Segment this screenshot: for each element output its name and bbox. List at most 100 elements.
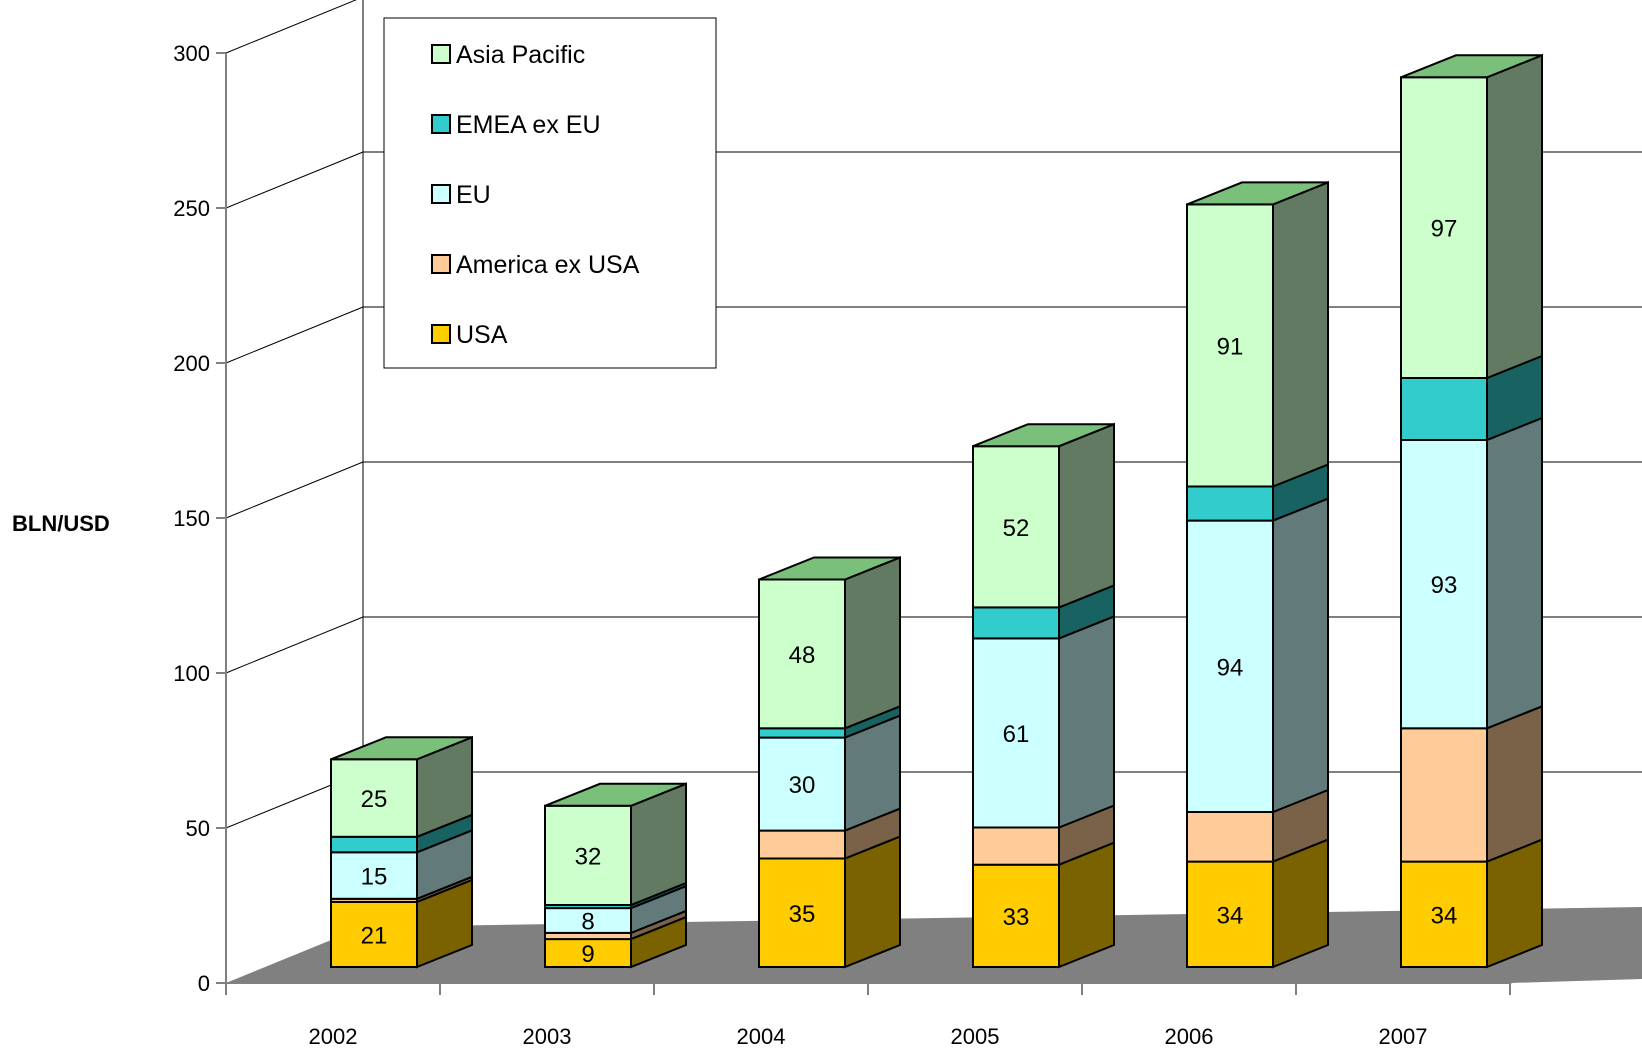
bar-segment-2004-asia-pacific [758, 556, 901, 730]
y-tick-label: 100 [173, 661, 210, 686]
bar-front [1400, 439, 1488, 730]
legend-label: Asia Pacific [456, 41, 585, 69]
data-label: 32 [575, 843, 602, 870]
data-label: 48 [789, 642, 816, 669]
bars [330, 53, 1543, 969]
data-label: 61 [1003, 721, 1030, 748]
y-tick-label: 150 [173, 506, 210, 531]
x-tick-label: 2004 [737, 1024, 786, 1049]
data-label: 97 [1431, 216, 1458, 243]
data-label: 91 [1217, 333, 1244, 360]
x-tick-label: 2006 [1165, 1024, 1214, 1049]
gridline-side [225, 616, 364, 674]
bar-front [330, 900, 418, 969]
bar-front [972, 826, 1060, 866]
data-label: 25 [361, 786, 388, 813]
bar-segment-2003-usa [544, 915, 687, 969]
bar-side [1272, 497, 1329, 814]
bar-segment-2006-america-ex-usa [1186, 788, 1329, 864]
bar-front [330, 835, 418, 854]
bar-segment-2003-asia-pacific [544, 782, 687, 907]
bar-front [1400, 727, 1488, 863]
bar-front [758, 829, 846, 860]
bar-side [1058, 422, 1115, 609]
data-label: 9 [581, 941, 594, 968]
gridline-side [225, 306, 364, 364]
bar-top [330, 736, 473, 761]
y-tick-label: 300 [173, 41, 210, 66]
data-label: 21 [361, 922, 388, 949]
y-tick-label: 200 [173, 351, 210, 376]
x-tick-label: 2005 [951, 1024, 1000, 1049]
bar-side [1486, 53, 1543, 380]
data-label: 30 [789, 772, 816, 799]
bar-side [1272, 180, 1329, 488]
legend-swatch [431, 184, 451, 204]
bar-segment-2004-usa [758, 835, 901, 969]
legend-swatch [431, 254, 451, 274]
bar-segment-2004-eu [758, 714, 901, 833]
data-label: 52 [1003, 515, 1030, 542]
bar-front [972, 445, 1060, 609]
bar-segment-2007-eu [1400, 416, 1543, 730]
bar-top [758, 556, 901, 581]
bar-side [1058, 614, 1115, 829]
bar-front [1186, 860, 1274, 968]
bar-segment-2005-eu [972, 614, 1115, 829]
bar-front [972, 606, 1060, 640]
data-label: 94 [1217, 654, 1244, 681]
bar-side [1486, 704, 1543, 864]
data-label: 34 [1431, 902, 1458, 929]
bar-top [544, 782, 687, 807]
bar-front [972, 863, 1060, 969]
legend-label: EU [456, 181, 491, 209]
bar-front [1186, 485, 1274, 522]
x-tick-label: 2002 [309, 1024, 358, 1049]
bar-segment-2006-asia-pacific [1186, 180, 1329, 488]
data-labels: 21 15 25 9 8 32 35 30 48 33 61 52 34 94 91 34 93 97 [361, 216, 1458, 968]
x-axis-depth-line [1509, 924, 1642, 984]
bar-segment-2006-usa [1186, 838, 1329, 969]
legend-label: USA [456, 321, 508, 349]
y-tick-label: 50 [186, 816, 210, 841]
legend-label: America ex USA [456, 251, 640, 279]
bar-segment-2005-asia-pacific [972, 422, 1115, 609]
bar-segment-2007-usa [1400, 838, 1543, 969]
bar-front [330, 851, 418, 900]
gridline-side [225, 461, 364, 519]
bar-front [758, 727, 846, 739]
bar-segment-2007-emea-ex-eu [1400, 354, 1543, 442]
bar-front [972, 637, 1060, 829]
x-tick-label: 2007 [1379, 1024, 1428, 1049]
bar-front [1400, 377, 1488, 441]
x-tick-label: 2003 [523, 1024, 572, 1049]
bar-segment-2005-america-ex-usa [972, 804, 1115, 867]
data-label: 93 [1431, 572, 1458, 599]
data-label: 15 [361, 864, 388, 891]
bar-top [972, 423, 1115, 448]
data-label: 35 [789, 901, 816, 928]
axes: 0 50 100 150 200 250 300 2002 2003 2004 2005 2006 20… [173, 41, 1642, 1049]
data-label: 33 [1003, 904, 1030, 931]
bar-segment-2007-america-ex-usa [1400, 704, 1543, 864]
data-label: 8 [581, 909, 594, 936]
legend: Asia Pacific EMEA ex EU EU America ex USA US… [383, 17, 717, 369]
bar-segment-2006-eu [1186, 497, 1329, 814]
bar-segment-2005-usa [972, 841, 1115, 969]
bar-front [1400, 860, 1488, 968]
legend-swatch [431, 324, 451, 344]
legend-label: EMEA ex EU [456, 111, 601, 139]
bar-front [1186, 811, 1274, 863]
bar-front [1186, 519, 1274, 813]
bar-segment-2002-usa [330, 878, 473, 969]
legend-swatch [431, 114, 451, 134]
bar-side [844, 556, 901, 730]
y-axis-label: BLN/USD [12, 511, 110, 536]
legend-swatch [431, 44, 451, 64]
bar-top [1186, 181, 1329, 206]
bar-segment-2005-emea-ex-eu [972, 583, 1115, 640]
y-tick-label: 0 [198, 971, 210, 996]
bar-top [1400, 54, 1543, 79]
